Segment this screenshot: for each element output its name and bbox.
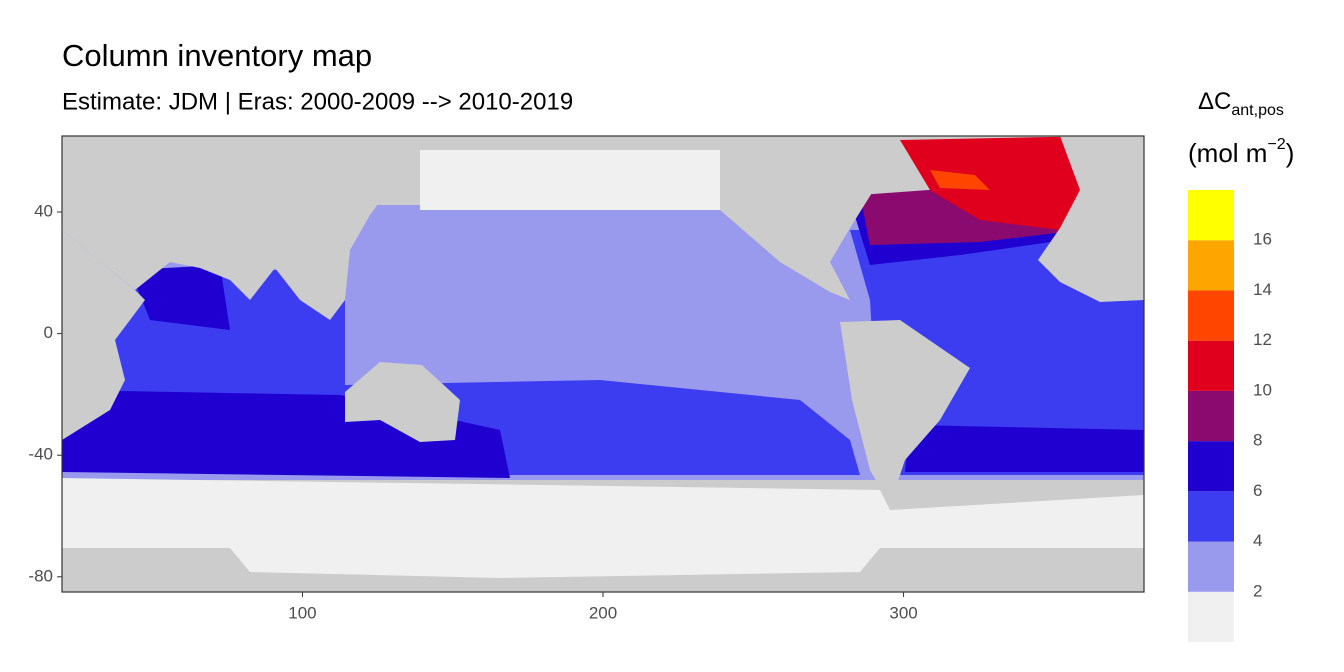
legend-swatch xyxy=(1188,491,1234,542)
land xyxy=(720,136,900,300)
legend-label: 12 xyxy=(1253,330,1272,349)
x-tick-label: 100 xyxy=(288,603,316,622)
land xyxy=(840,320,970,505)
legend-swatch xyxy=(1188,240,1234,291)
legend-label: 14 xyxy=(1253,280,1272,299)
land xyxy=(345,362,460,442)
ocean-band xyxy=(900,136,1100,230)
legend-unit: (mol m−2) xyxy=(1188,136,1294,168)
y-tick-label: -80 xyxy=(28,566,53,585)
legend-swatch xyxy=(1188,541,1234,592)
legend-label: 2 xyxy=(1253,581,1262,600)
ocean-band xyxy=(905,425,1144,472)
x-tick-label: 300 xyxy=(889,603,917,622)
legend-label: 6 xyxy=(1253,481,1262,500)
ross-sea xyxy=(230,548,880,578)
sea-ice xyxy=(62,478,1144,548)
legend-label: 10 xyxy=(1253,380,1272,399)
legend-label: 8 xyxy=(1253,431,1262,450)
chart-subtitle: Estimate: JDM | Eras: 2000-2009 --> 2010… xyxy=(62,88,573,115)
land xyxy=(62,230,145,440)
land xyxy=(62,136,420,320)
arctic xyxy=(420,150,720,210)
ocean-band xyxy=(930,170,990,190)
y-tick-label: 40 xyxy=(34,201,53,220)
legend-title: ΔCant,pos xyxy=(1198,88,1284,119)
legend-swatch xyxy=(1188,340,1234,391)
legend-label: 16 xyxy=(1253,230,1272,249)
y-tick-label: -40 xyxy=(28,445,53,464)
land xyxy=(1038,136,1144,302)
legend-swatch xyxy=(1188,441,1234,492)
legend-swatch xyxy=(1188,290,1234,341)
x-tick-label: 200 xyxy=(589,603,617,622)
legend-swatch xyxy=(1188,390,1234,442)
legend-swatch xyxy=(1188,190,1234,241)
chart-title: Column inventory map xyxy=(62,38,372,73)
map xyxy=(61,135,1145,593)
legend-swatch xyxy=(1188,591,1234,642)
ocean-band xyxy=(130,265,230,330)
y-tick-label: 0 xyxy=(44,323,53,342)
legend-label: 4 xyxy=(1253,531,1262,550)
